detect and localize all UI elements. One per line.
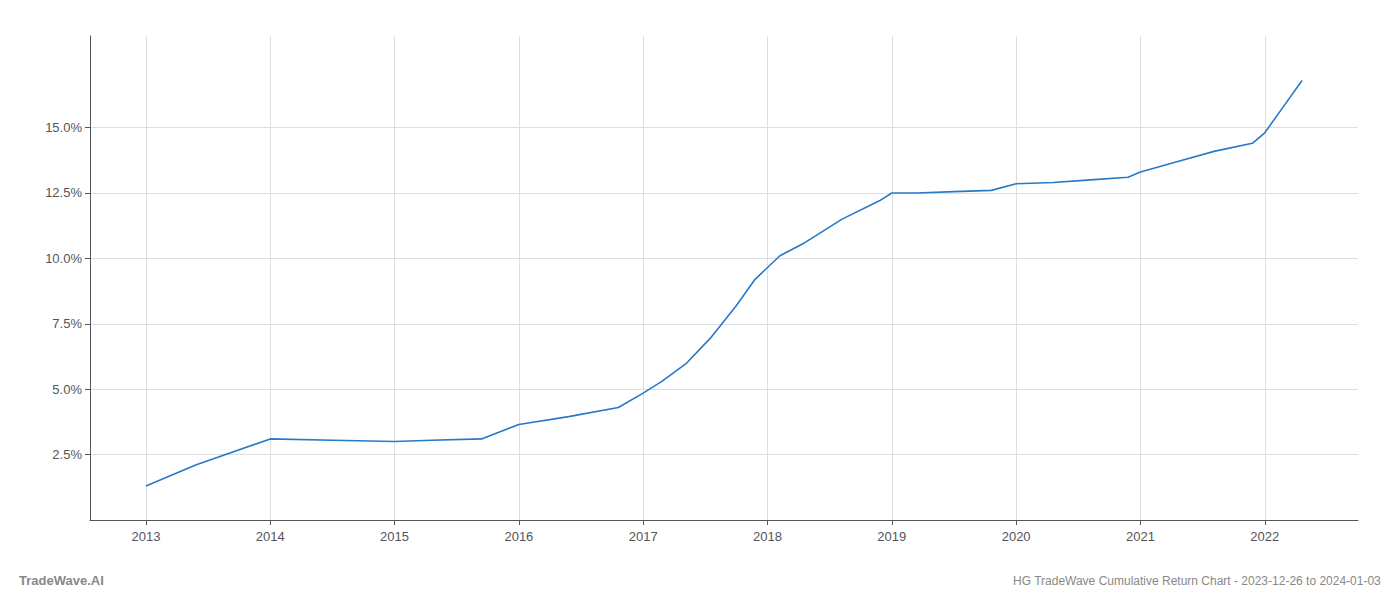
svg-text:2016: 2016 <box>504 529 533 544</box>
svg-text:2020: 2020 <box>1002 529 1031 544</box>
svg-text:2018: 2018 <box>753 529 782 544</box>
svg-text:2013: 2013 <box>131 529 160 544</box>
svg-text:10.0%: 10.0% <box>45 251 82 266</box>
svg-text:12.5%: 12.5% <box>45 185 82 200</box>
svg-text:HG TradeWave Cumulative Return: HG TradeWave Cumulative Return Chart - 2… <box>1013 574 1381 588</box>
svg-text:2014: 2014 <box>256 529 285 544</box>
svg-text:2022: 2022 <box>1250 529 1279 544</box>
svg-text:2.5%: 2.5% <box>52 447 82 462</box>
svg-text:2015: 2015 <box>380 529 409 544</box>
svg-text:7.5%: 7.5% <box>52 316 82 331</box>
svg-text:15.0%: 15.0% <box>45 120 82 135</box>
svg-text:2021: 2021 <box>1126 529 1155 544</box>
svg-text:2019: 2019 <box>877 529 906 544</box>
svg-text:TradeWave.AI: TradeWave.AI <box>19 573 104 588</box>
svg-text:5.0%: 5.0% <box>52 382 82 397</box>
svg-text:2017: 2017 <box>629 529 658 544</box>
